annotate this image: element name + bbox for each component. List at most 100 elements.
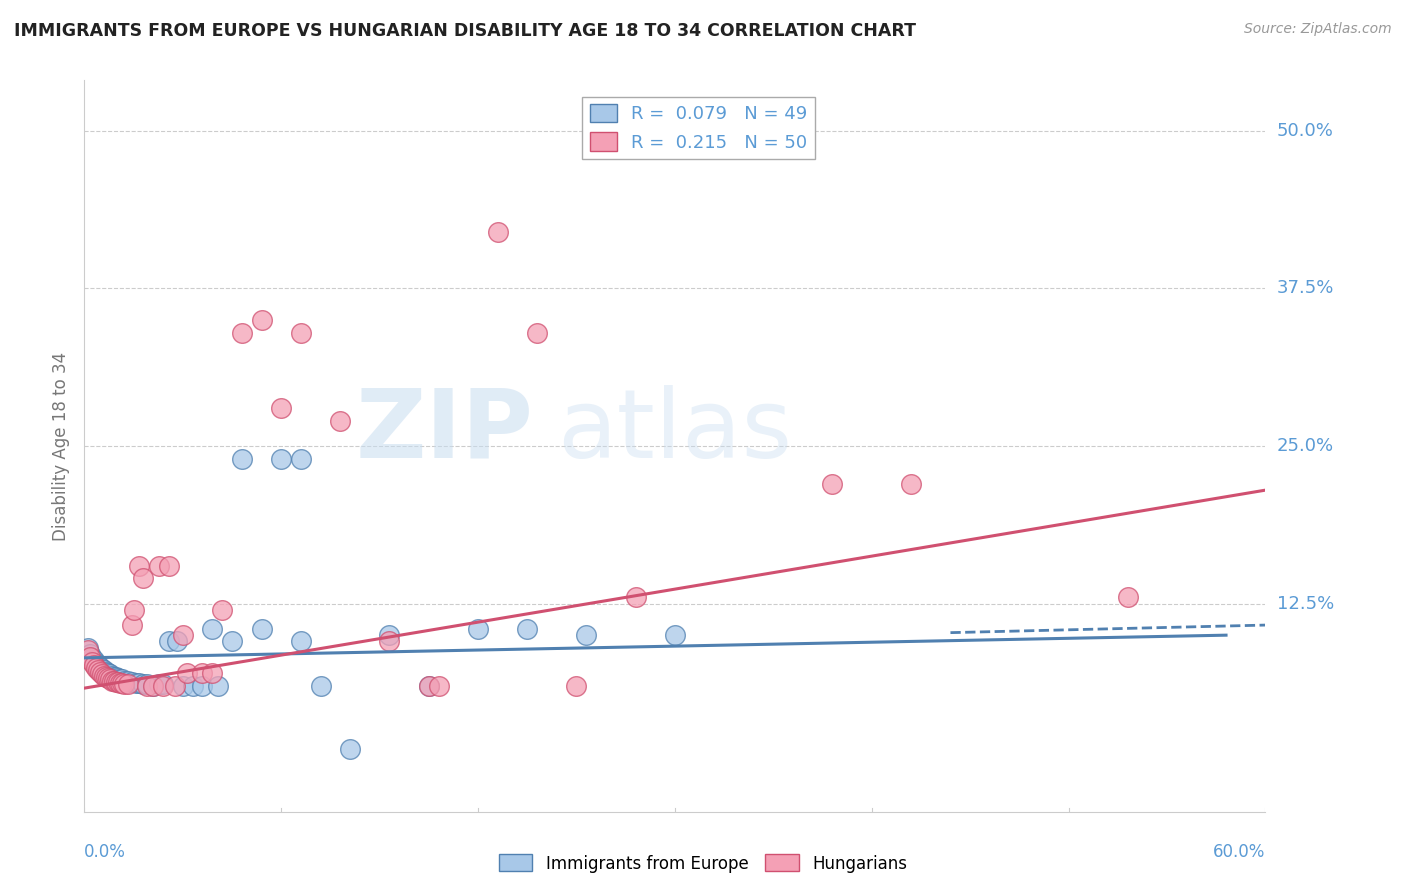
Text: 50.0%: 50.0%	[1277, 121, 1333, 140]
Point	[136, 679, 159, 693]
Point	[163, 679, 186, 693]
Point	[290, 451, 312, 466]
Point	[84, 661, 107, 675]
Point	[152, 679, 174, 693]
Point	[575, 628, 598, 642]
Point	[103, 670, 125, 684]
Point	[157, 634, 180, 648]
Point	[142, 679, 165, 693]
Point	[329, 414, 352, 428]
Point	[128, 676, 150, 690]
Point	[211, 603, 233, 617]
Point	[565, 679, 588, 693]
Point	[108, 676, 131, 690]
Point	[97, 665, 120, 680]
Point	[418, 679, 440, 693]
Text: 0.0%: 0.0%	[84, 843, 127, 862]
Point	[821, 476, 844, 491]
Point	[108, 673, 131, 687]
Point	[93, 664, 115, 678]
Legend: R =  0.079   N = 49, R =  0.215   N = 50: R = 0.079 N = 49, R = 0.215 N = 50	[582, 96, 814, 159]
Point	[107, 674, 129, 689]
Text: 12.5%: 12.5%	[1277, 595, 1334, 613]
Point	[516, 622, 538, 636]
Text: 25.0%: 25.0%	[1277, 437, 1334, 455]
Point	[101, 668, 124, 682]
Text: Source: ZipAtlas.com: Source: ZipAtlas.com	[1244, 22, 1392, 37]
Point	[84, 656, 107, 670]
Point	[136, 677, 159, 691]
Point	[166, 634, 188, 648]
Point	[132, 677, 155, 691]
Point	[83, 653, 105, 667]
Point	[152, 677, 174, 691]
Point	[101, 673, 124, 688]
Text: 37.5%: 37.5%	[1277, 279, 1334, 297]
Point	[104, 670, 127, 684]
Point	[104, 674, 127, 689]
Point	[148, 677, 170, 691]
Point	[290, 634, 312, 648]
Point	[378, 634, 401, 648]
Point	[207, 679, 229, 693]
Point	[624, 591, 647, 605]
Point	[98, 667, 121, 681]
Text: atlas: atlas	[557, 384, 792, 478]
Point	[117, 677, 139, 691]
Point	[122, 603, 145, 617]
Point	[290, 326, 312, 340]
Point	[128, 558, 150, 573]
Point	[77, 640, 100, 655]
Point	[111, 673, 134, 687]
Point	[121, 674, 143, 689]
Point	[201, 665, 224, 680]
Point	[89, 665, 111, 679]
Point	[94, 665, 117, 679]
Point	[112, 673, 135, 688]
Point	[270, 401, 292, 416]
Point	[79, 649, 101, 664]
Point	[107, 671, 129, 685]
Point	[77, 643, 100, 657]
Point	[103, 673, 125, 688]
Point	[117, 673, 139, 688]
Point	[172, 679, 194, 693]
Point	[87, 658, 110, 673]
Point	[526, 326, 548, 340]
Point	[132, 571, 155, 585]
Point	[191, 665, 214, 680]
Point	[250, 622, 273, 636]
Point	[83, 658, 105, 673]
Point	[121, 618, 143, 632]
Point	[124, 676, 146, 690]
Point	[79, 647, 101, 661]
Point	[82, 655, 104, 669]
Point	[270, 451, 292, 466]
Point	[664, 628, 686, 642]
Point	[427, 679, 450, 693]
Point	[97, 671, 120, 685]
Text: IMMIGRANTS FROM EUROPE VS HUNGARIAN DISABILITY AGE 18 TO 34 CORRELATION CHART: IMMIGRANTS FROM EUROPE VS HUNGARIAN DISA…	[14, 22, 917, 40]
Point	[111, 676, 134, 690]
Point	[172, 628, 194, 642]
Text: 60.0%: 60.0%	[1213, 843, 1265, 862]
Point	[339, 741, 361, 756]
Point	[148, 558, 170, 573]
Point	[467, 622, 489, 636]
Point	[900, 476, 922, 491]
Point	[231, 326, 253, 340]
Point	[157, 558, 180, 573]
Point	[98, 673, 121, 687]
Point	[378, 628, 401, 642]
Point	[231, 451, 253, 466]
Point	[1116, 591, 1139, 605]
Point	[94, 670, 117, 684]
Point	[486, 225, 509, 239]
Y-axis label: Disability Age 18 to 34: Disability Age 18 to 34	[52, 351, 70, 541]
Point	[418, 679, 440, 693]
Point	[191, 679, 214, 693]
Point	[221, 634, 243, 648]
Point	[176, 665, 198, 680]
Point	[82, 651, 104, 665]
Point	[87, 664, 110, 678]
